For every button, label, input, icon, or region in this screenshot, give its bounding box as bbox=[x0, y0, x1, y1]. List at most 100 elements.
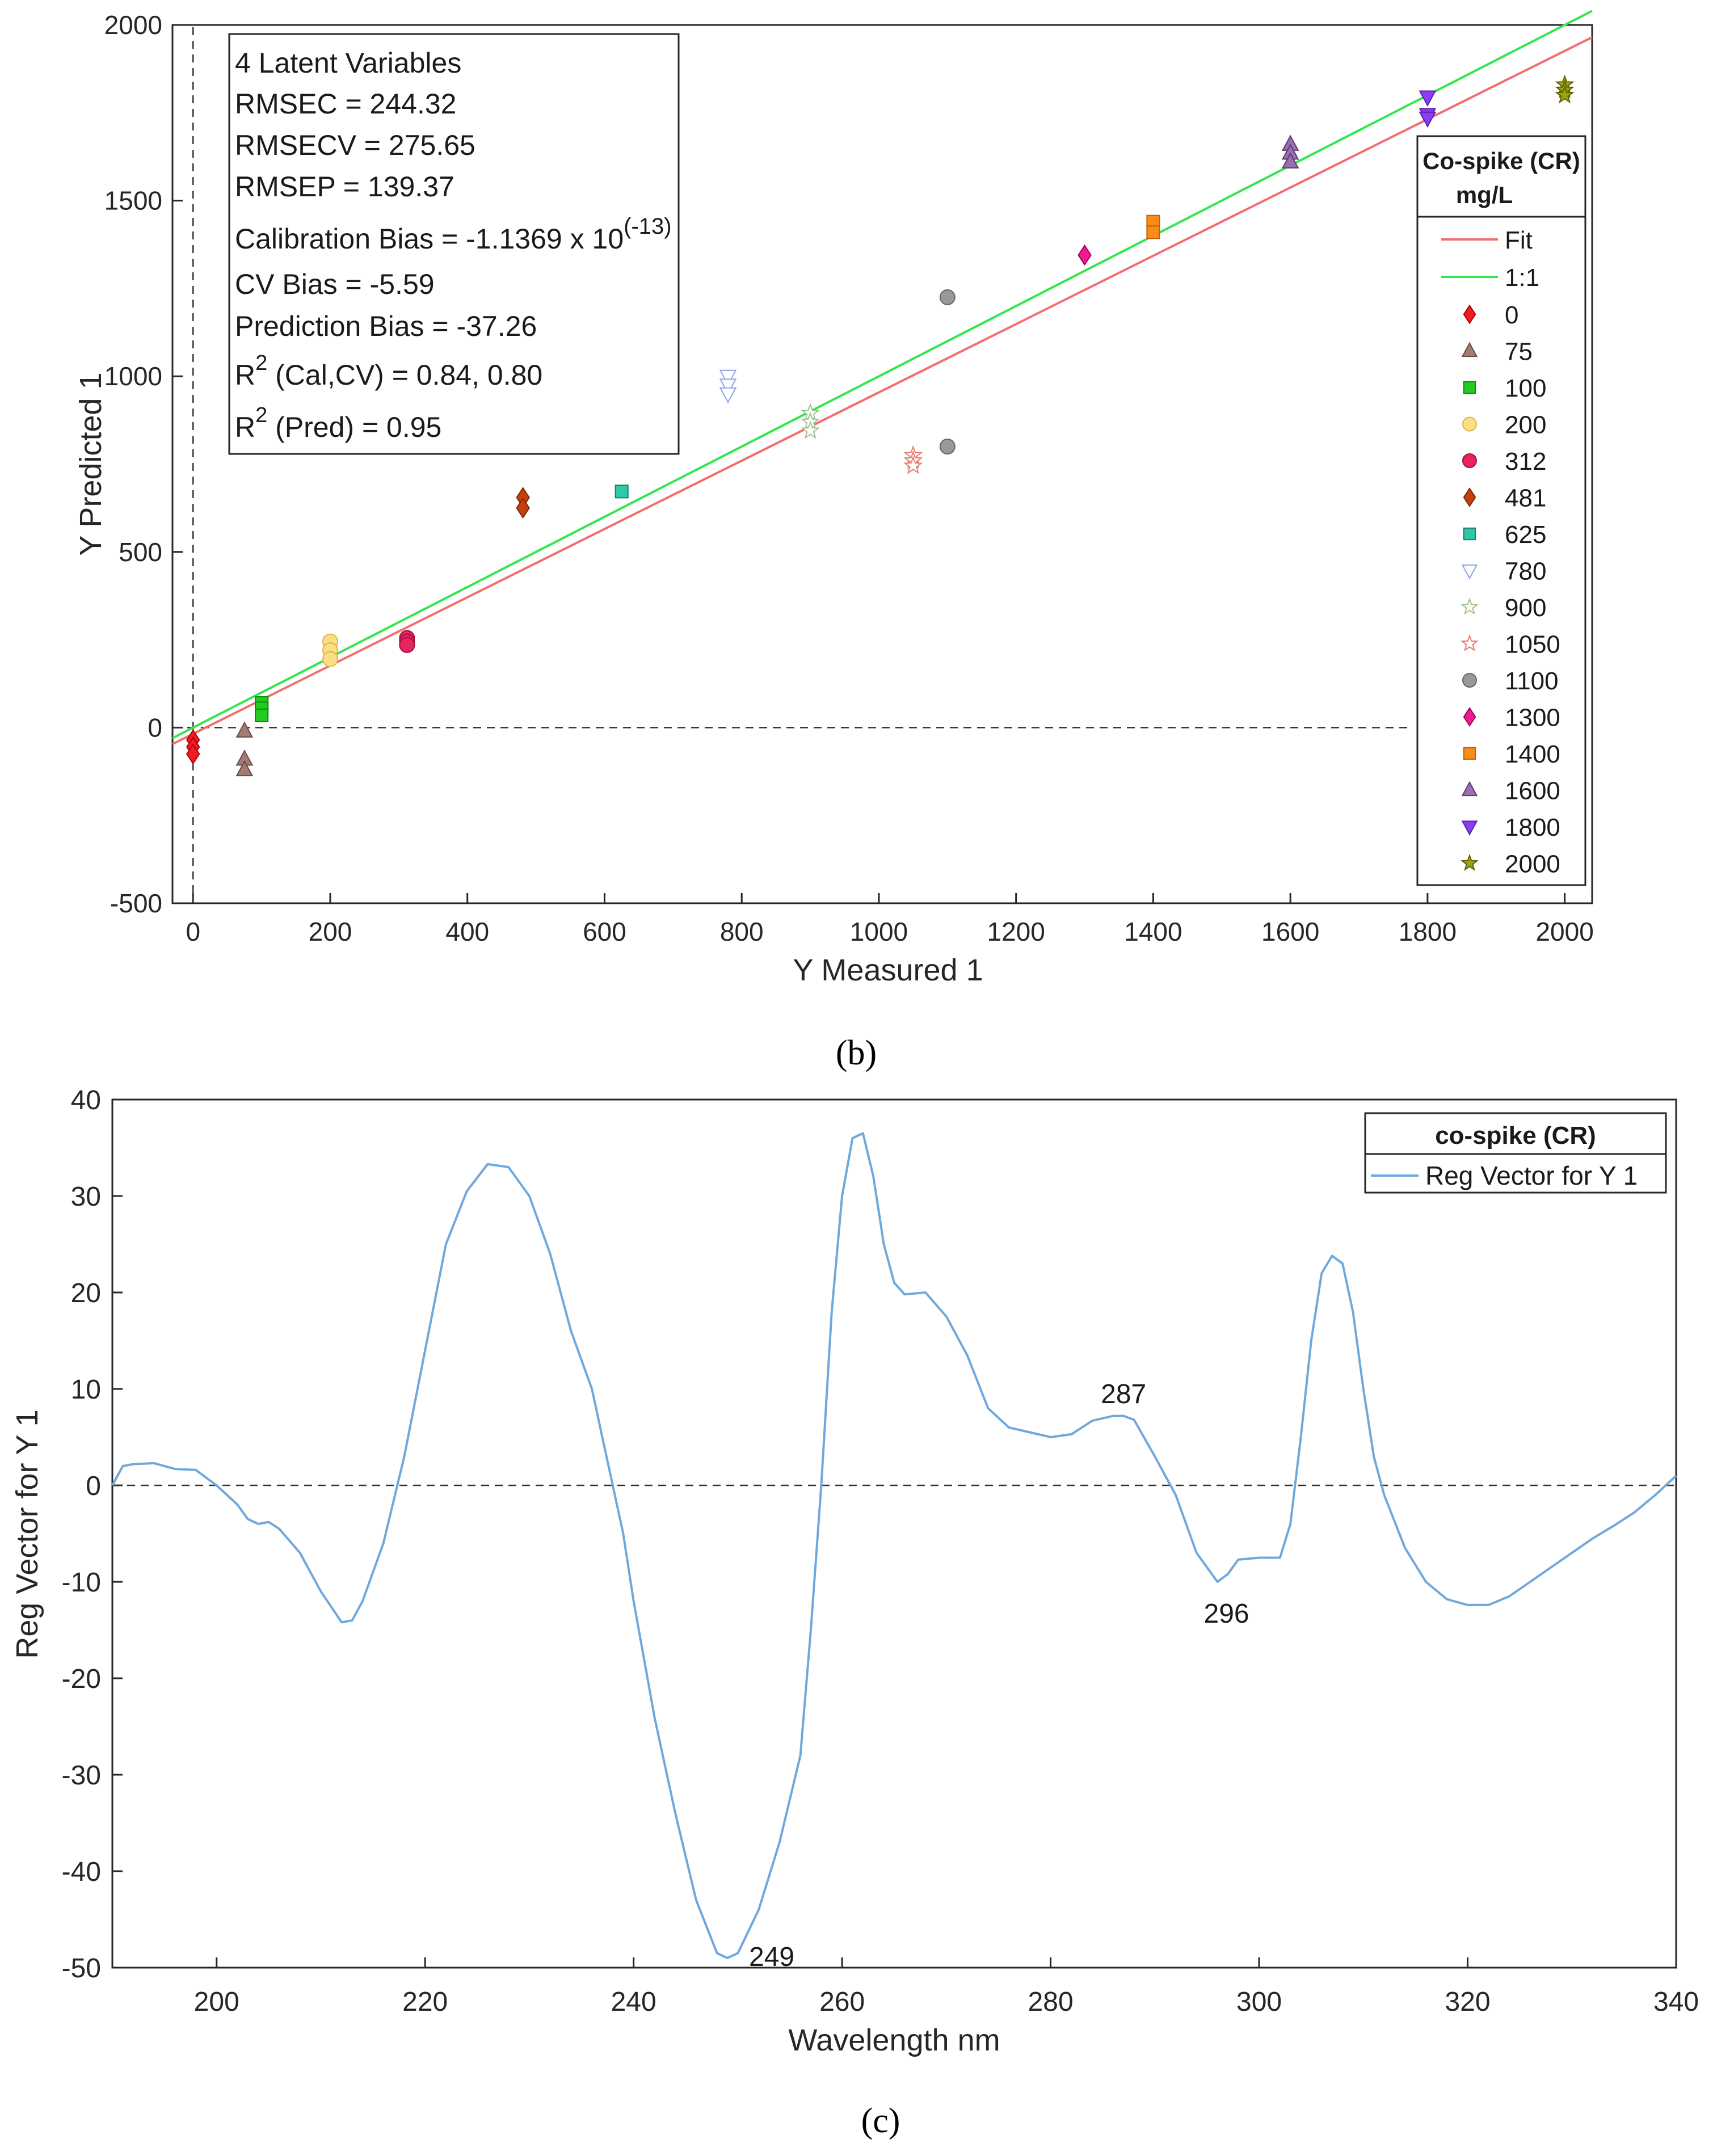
stats-rmsecv: RMSECV = 275.65 bbox=[235, 129, 475, 161]
y-tick-label: -10 bbox=[62, 1568, 101, 1598]
x-tick-label: 200 bbox=[194, 1987, 239, 2017]
y-tick-label: 0 bbox=[148, 713, 162, 742]
one-to-one-line bbox=[172, 10, 1593, 739]
scatter-point-1800 bbox=[1419, 111, 1437, 128]
stats-latent-variables: 4 Latent Variables bbox=[235, 47, 461, 79]
panel-b-plot-area bbox=[172, 10, 1593, 902]
y-tick-label: -50 bbox=[62, 1953, 101, 1984]
fit-line bbox=[172, 36, 1593, 746]
panel-b-legend: Co-spike (CR) mg/L Fit 1:1 0 75 100 200 312 4… bbox=[1416, 135, 1586, 886]
x-tick-label: 1400 bbox=[1124, 917, 1182, 946]
x-tick-label: 320 bbox=[1445, 1987, 1490, 2017]
scatter-point-780 bbox=[719, 369, 737, 386]
y-tick-label: 40 bbox=[71, 1085, 101, 1115]
scatter-point-75 bbox=[235, 760, 254, 777]
x-tick-label: 800 bbox=[720, 917, 764, 946]
scatter-point-1600 bbox=[1281, 152, 1299, 169]
scatter-point-780 bbox=[719, 387, 737, 404]
legend-marker-1800 bbox=[1461, 820, 1478, 836]
x-tick-label: 2000 bbox=[1535, 917, 1593, 946]
scatter-point-1800 bbox=[1419, 90, 1437, 107]
stats-r2-pred: R2 (Pred) = 0.95 bbox=[235, 403, 441, 443]
legend-marker-1300 bbox=[1463, 707, 1476, 727]
scatter-point-1100 bbox=[939, 439, 956, 455]
x-tick-label: 400 bbox=[445, 917, 489, 946]
legend-marker-1600 bbox=[1461, 781, 1478, 797]
y-tick-label: 1000 bbox=[104, 361, 162, 391]
y-tick-label: 30 bbox=[71, 1182, 101, 1212]
x-tick-label: 1600 bbox=[1261, 917, 1319, 946]
panel-c-plot-area: 287 296 249 bbox=[111, 1132, 1677, 1972]
legend-marker-1100 bbox=[1462, 673, 1477, 688]
scatter-point-625 bbox=[615, 485, 629, 499]
legend-label-481: 481 bbox=[1505, 485, 1546, 512]
scatter-point-1050 bbox=[903, 456, 923, 474]
peak-annotation-249: 249 bbox=[749, 1942, 794, 1972]
legend-label-900: 900 bbox=[1505, 594, 1546, 622]
y-tick-label: 10 bbox=[71, 1375, 101, 1405]
panel-c-chart: 200 220 240 260 280 300 320 340 -50 -40 -30 -20 -10 0… bbox=[10, 1085, 1699, 2057]
legend-title: Co-spike (CR) bbox=[1422, 148, 1580, 174]
scatter-point-780 bbox=[719, 378, 737, 395]
panel-b-x-axis-label: Y Measured 1 bbox=[793, 953, 983, 987]
panel-c-label: (c) bbox=[861, 2102, 900, 2140]
x-tick-label: 240 bbox=[611, 1987, 656, 2017]
x-tick-label: 1200 bbox=[987, 917, 1045, 946]
y-tick-label: -30 bbox=[62, 1761, 101, 1791]
x-tick-label: 200 bbox=[309, 917, 352, 946]
scatter-point-1300 bbox=[1078, 244, 1092, 266]
legend-subtitle: mg/L bbox=[1456, 182, 1513, 208]
legend-marker-200 bbox=[1462, 416, 1477, 432]
x-tick-label: 600 bbox=[583, 917, 626, 946]
legend-label-625: 625 bbox=[1505, 521, 1546, 549]
panel-b-chart: 0 200 400 600 800 1000 1200 1400 1600 1800 2000-50… bbox=[74, 10, 1594, 987]
scatter-point-0 bbox=[186, 743, 200, 765]
panel-c-legend-label: Reg Vector for Y 1 bbox=[1425, 1161, 1638, 1190]
legend-label-780: 780 bbox=[1505, 558, 1546, 586]
legend-marker-625 bbox=[1463, 527, 1476, 541]
legend-label-1100: 1100 bbox=[1505, 667, 1559, 695]
stats-box-frame bbox=[228, 33, 680, 455]
stats-prediction-bias: Prediction Bias = -37.26 bbox=[235, 310, 537, 342]
peak-annotation-287: 287 bbox=[1101, 1379, 1146, 1409]
x-tick-label: 0 bbox=[186, 917, 200, 946]
legend-marker-900 bbox=[1461, 597, 1479, 615]
y-tick-label: -40 bbox=[62, 1857, 101, 1887]
scatter-point-200 bbox=[322, 651, 338, 667]
panel-c-axes-frame bbox=[111, 1098, 1677, 1969]
scatter-point-900 bbox=[801, 420, 820, 439]
y-tick-label: 2000 bbox=[104, 10, 162, 40]
legend-frame bbox=[1416, 135, 1586, 886]
panel-c-ticks: 200 220 240 260 280 300 320 340 -50 -40 -30 -20 -10 0… bbox=[62, 1085, 1699, 2017]
scatter-point-1400 bbox=[1146, 225, 1160, 239]
legend-label-1800: 1800 bbox=[1505, 814, 1560, 841]
y-tick-label: -20 bbox=[62, 1664, 101, 1694]
stats-r2-cal-cv: R2 (Cal,CV) = 0.84, 0.80 bbox=[235, 351, 542, 391]
panel-c-x-axis-label: Wavelength nm bbox=[788, 2023, 1000, 2057]
panel-b-stats-box: 4 Latent Variables RMSEC = 244.32 RMSECV… bbox=[228, 33, 680, 455]
x-tick-label: 280 bbox=[1028, 1987, 1074, 2017]
y-tick-label: 500 bbox=[119, 537, 162, 567]
panel-b-label: (b) bbox=[836, 1034, 877, 1072]
legend-marker-780 bbox=[1461, 564, 1478, 580]
legend-label-1600: 1600 bbox=[1505, 777, 1560, 805]
x-tick-label: 300 bbox=[1236, 1987, 1282, 2017]
x-tick-label: 260 bbox=[819, 1987, 865, 2017]
scatter-point-2000 bbox=[1555, 85, 1575, 104]
y-tick-label: -500 bbox=[110, 888, 162, 918]
legend-marker-75 bbox=[1461, 342, 1478, 357]
legend-label-1300: 1300 bbox=[1505, 704, 1560, 732]
legend-label-312: 312 bbox=[1505, 448, 1546, 475]
reg-vector-line bbox=[111, 1132, 1677, 1959]
legend-one-to-one-label: 1:1 bbox=[1505, 264, 1539, 292]
x-tick-label: 340 bbox=[1653, 1987, 1699, 2017]
x-tick-label: 220 bbox=[402, 1987, 448, 2017]
y-tick-label: 0 bbox=[86, 1471, 101, 1501]
legend-label-1400: 1400 bbox=[1505, 740, 1560, 768]
scatter-point-481 bbox=[516, 497, 530, 519]
legend-marker-1050 bbox=[1461, 634, 1479, 652]
legend-label-2000: 2000 bbox=[1505, 850, 1560, 878]
legend-label-75: 75 bbox=[1505, 338, 1533, 366]
y-tick-label: 1500 bbox=[104, 186, 162, 216]
legend-label-200: 200 bbox=[1505, 411, 1546, 439]
